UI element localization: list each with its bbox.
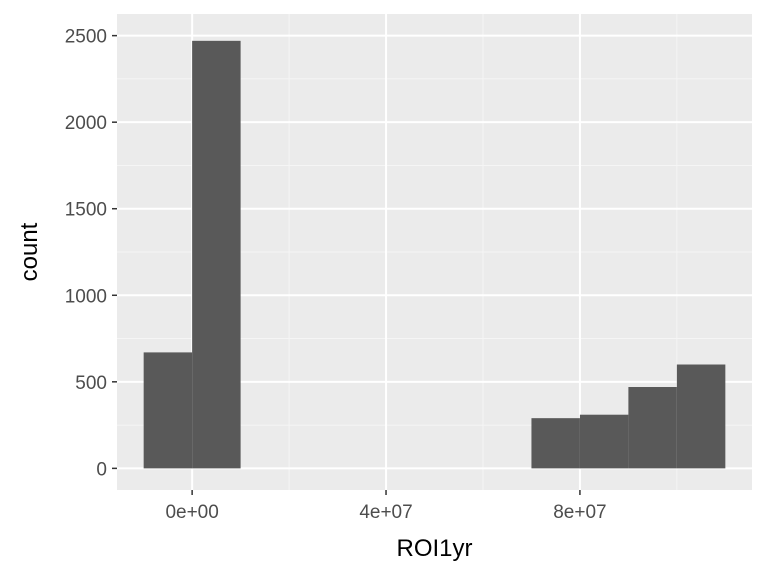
y-tick-label: 2500	[65, 27, 107, 48]
y-tick-label: 0	[96, 459, 107, 480]
y-tick-label: 500	[75, 373, 107, 394]
x-tick-label: 0e+00	[165, 502, 218, 523]
x-axis-title: ROI1yr	[396, 535, 472, 562]
x-axis-ticks: 0e+00 4e+07 8e+07	[165, 490, 607, 523]
histogram-bar	[531, 418, 580, 469]
histogram-bar	[579, 414, 629, 469]
histogram-bars	[143, 40, 726, 469]
y-tick-label: 1000	[65, 286, 107, 307]
histogram-bar	[676, 364, 726, 469]
x-tick-label: 8e+07	[553, 502, 606, 523]
histogram-bar	[192, 40, 241, 469]
histogram-bar	[143, 352, 193, 469]
y-tick-label: 1500	[65, 200, 107, 221]
histogram-bar	[628, 387, 677, 469]
y-axis-ticks: 0 500 1000 1500 2000 2500	[65, 27, 117, 480]
y-axis-title: count	[16, 222, 43, 281]
x-tick-label: 4e+07	[359, 502, 412, 523]
y-tick-label: 2000	[65, 113, 107, 134]
